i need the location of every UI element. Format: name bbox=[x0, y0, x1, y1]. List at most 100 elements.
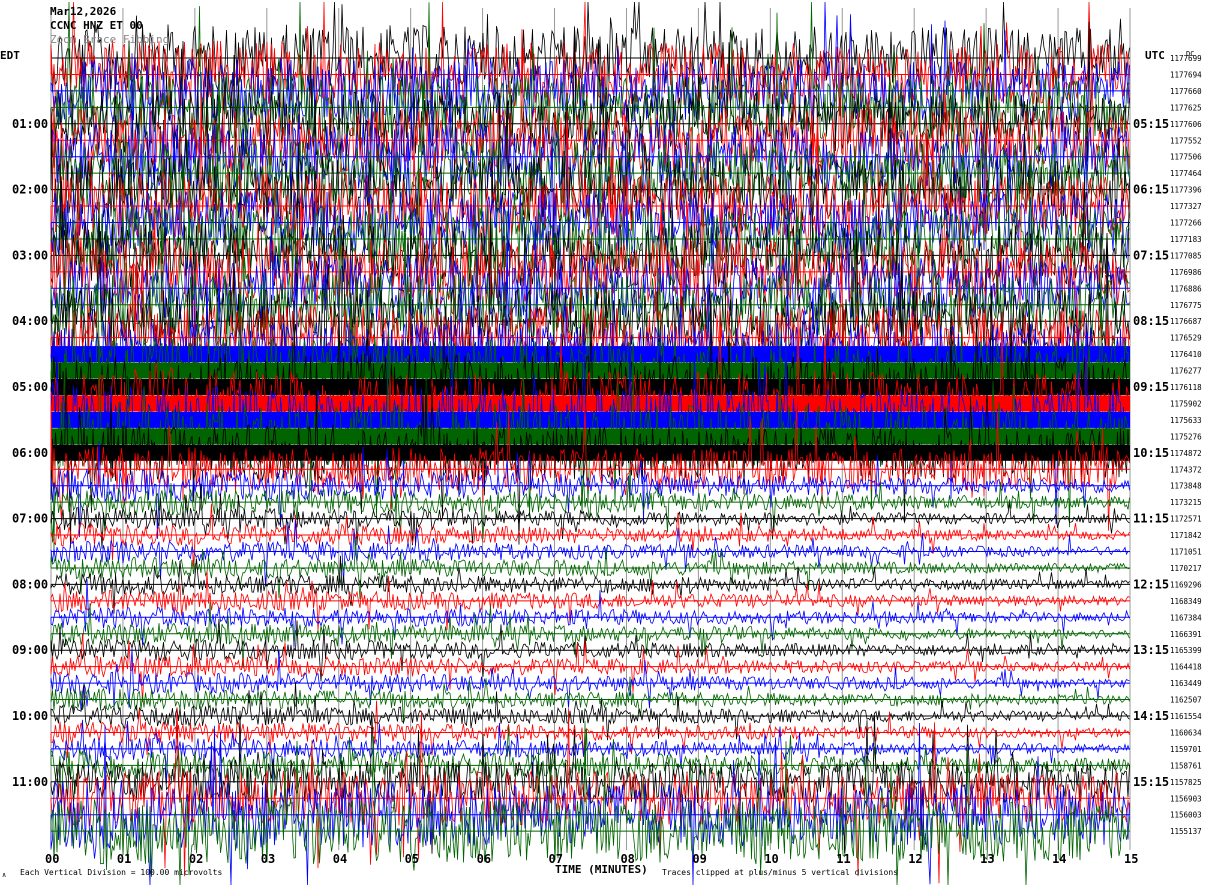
trace-count-label: 1173848 bbox=[1170, 482, 1202, 491]
x-tick-label: 00 bbox=[45, 852, 59, 866]
right-hour-label: 08:15 bbox=[1133, 314, 1169, 328]
x-tick-label: 07 bbox=[549, 852, 563, 866]
left-hour-label: 10:00 bbox=[12, 709, 48, 723]
trace-waveform bbox=[50, 197, 1130, 414]
trace-count-label: 1161554 bbox=[1170, 712, 1202, 721]
corner-mark: ∧ bbox=[2, 871, 7, 879]
trace-waveform bbox=[50, 570, 1130, 631]
trace-waveform bbox=[50, 367, 1130, 548]
trace-count-label: 1163449 bbox=[1170, 679, 1202, 688]
left-hour-label: 05:00 bbox=[12, 380, 48, 394]
trace-waveform bbox=[50, 722, 1130, 886]
date-label: Mar12,2026 bbox=[50, 5, 117, 18]
trace-count-label: 1156903 bbox=[1170, 794, 1202, 803]
division-note: Each Vertical Division = 100.00 microvol… bbox=[20, 868, 223, 877]
trace-count-label: 1176775 bbox=[1170, 301, 1202, 310]
left-hour-label: 07:00 bbox=[12, 512, 48, 526]
trace-39 bbox=[50, 676, 1130, 724]
left-hour-label: 04:00 bbox=[12, 314, 48, 328]
right-hour-label: 12:15 bbox=[1133, 577, 1169, 591]
trace-count-label: 1175276 bbox=[1170, 432, 1202, 441]
trace-count-label: 1173215 bbox=[1170, 498, 1202, 507]
trace-count-label: 1177327 bbox=[1170, 202, 1202, 211]
x-tick-label: 03 bbox=[261, 852, 275, 866]
left-hour-label: 02:00 bbox=[12, 183, 48, 197]
trace-count-label: 1164418 bbox=[1170, 663, 1202, 672]
trace-37 bbox=[50, 632, 1130, 703]
trace-count-label: 1157825 bbox=[1170, 778, 1202, 787]
trace-count-label: 1176529 bbox=[1170, 334, 1202, 343]
x-tick-label: 06 bbox=[477, 852, 491, 866]
trace-count-label: 1155137 bbox=[1170, 827, 1202, 836]
trace-count-label: 1176886 bbox=[1170, 284, 1202, 293]
trace-waveform bbox=[50, 441, 1130, 540]
trace-count-label: 1165399 bbox=[1170, 646, 1202, 655]
trace-count-label: 1177396 bbox=[1170, 186, 1202, 195]
right-hour-label: 11:15 bbox=[1133, 512, 1169, 526]
trace-count-label: 1174372 bbox=[1170, 465, 1202, 474]
trace-count-label: 1177183 bbox=[1170, 235, 1202, 244]
trace-waveform bbox=[50, 601, 1130, 669]
trace-38 bbox=[50, 648, 1130, 711]
trace-waveform bbox=[50, 210, 1130, 425]
left-hour-label: 01:00 bbox=[12, 117, 48, 131]
right-hour-label: 14:15 bbox=[1133, 709, 1169, 723]
trace-47 bbox=[50, 720, 1130, 886]
trace-count-label: 1170217 bbox=[1170, 564, 1202, 573]
trace-count-label: 1177552 bbox=[1170, 136, 1202, 145]
trace-count-label: 1174872 bbox=[1170, 449, 1202, 458]
trace-count-label: 1176986 bbox=[1170, 268, 1202, 277]
trace-count-label: 1176687 bbox=[1170, 317, 1202, 326]
right-hour-label: 15:15 bbox=[1133, 775, 1169, 789]
trace-waveform bbox=[50, 700, 1130, 759]
overlay-text: Zoom Brace Fibbing bbox=[50, 33, 170, 46]
trace-count-label: 1177699 bbox=[1170, 54, 1202, 63]
trace-count-label: 1160634 bbox=[1170, 728, 1202, 737]
right-timezone-label: UTC bbox=[1145, 49, 1165, 62]
trace-count-label: 1177266 bbox=[1170, 219, 1202, 228]
trace-32 bbox=[50, 555, 1130, 614]
trace-waveform bbox=[50, 1, 1130, 222]
x-tick-label: 12 bbox=[908, 852, 922, 866]
trace-count-label: 1175902 bbox=[1170, 399, 1202, 408]
trace-36 bbox=[50, 618, 1130, 682]
x-tick-label: 04 bbox=[333, 852, 347, 866]
trace-waveform bbox=[50, 189, 1130, 393]
trace-count-label: 1169296 bbox=[1170, 580, 1202, 589]
trace-count-label: 1175633 bbox=[1170, 416, 1202, 425]
trace-waveform bbox=[50, 676, 1130, 724]
right-hour-label: 06:15 bbox=[1133, 183, 1169, 197]
left-hour-label: 03:00 bbox=[12, 248, 48, 262]
trace-count-label: 1162507 bbox=[1170, 696, 1202, 705]
trace-14 bbox=[50, 189, 1130, 393]
trace-31 bbox=[50, 539, 1130, 600]
trace-46 bbox=[50, 722, 1130, 886]
trace-count-label: 1176410 bbox=[1170, 350, 1202, 359]
trace-waveform bbox=[50, 539, 1130, 600]
trace-count-label: 1158761 bbox=[1170, 761, 1202, 770]
trace-waveform bbox=[50, 648, 1130, 711]
x-tick-label: 14 bbox=[1052, 852, 1066, 866]
trace-26 bbox=[50, 441, 1130, 540]
trace-count-label: 1176277 bbox=[1170, 367, 1202, 376]
trace-count-label: 1156003 bbox=[1170, 811, 1202, 820]
trace-35 bbox=[50, 601, 1130, 669]
x-tick-label: 02 bbox=[189, 852, 203, 866]
right-hour-label: 09:15 bbox=[1133, 380, 1169, 394]
trace-count-label: 1176118 bbox=[1170, 383, 1202, 392]
trace-count-label: 1177660 bbox=[1170, 87, 1202, 96]
trace-waveform bbox=[50, 29, 1130, 249]
right-hour-label: 13:15 bbox=[1133, 643, 1169, 657]
trace-waveform bbox=[50, 719, 1130, 784]
trace-count-label: 1168349 bbox=[1170, 597, 1202, 606]
trace-waveform bbox=[50, 720, 1130, 886]
right-hour-label: 10:15 bbox=[1133, 446, 1169, 460]
trace-27 bbox=[50, 460, 1130, 543]
trace-waveform bbox=[50, 519, 1130, 587]
trace-5 bbox=[50, 29, 1130, 249]
trace-42 bbox=[50, 719, 1130, 784]
clip-note: Traces clipped at plus/minus 5 vertical … bbox=[662, 868, 899, 877]
trace-count-label: 1177694 bbox=[1170, 70, 1202, 79]
x-tick-label: 09 bbox=[692, 852, 706, 866]
